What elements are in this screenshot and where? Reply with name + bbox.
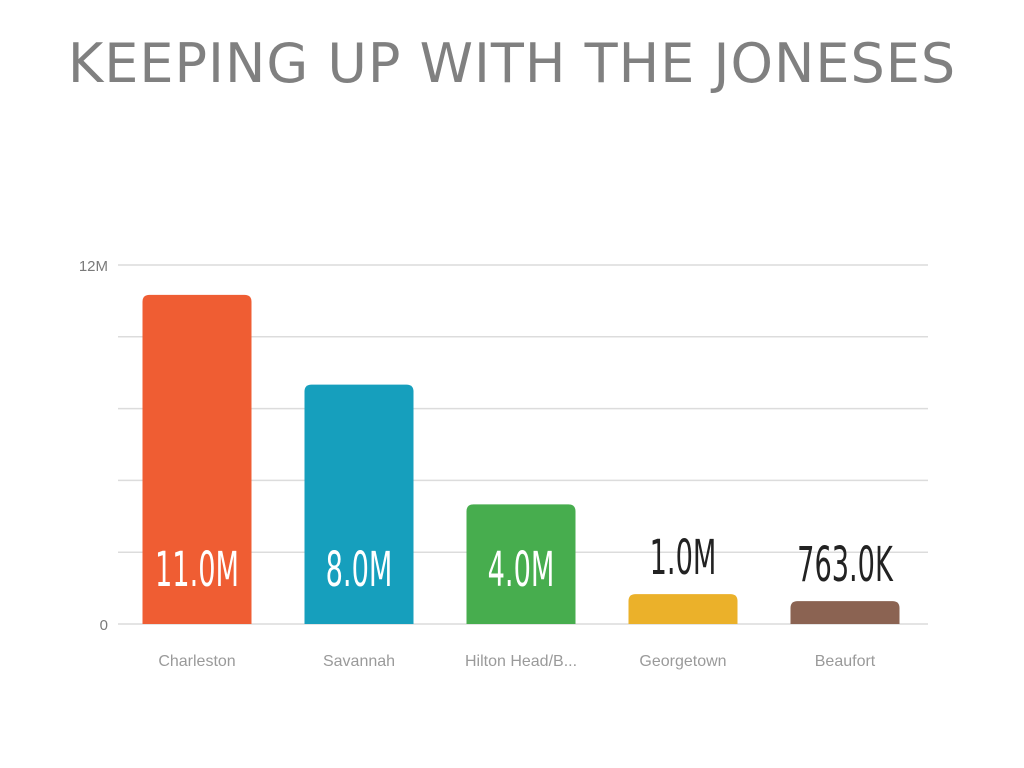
value-label: 4.0M	[488, 542, 555, 598]
category-label: Georgetown	[639, 653, 726, 670]
category-label: Hilton Head/B...	[465, 653, 577, 670]
category-label: Beaufort	[815, 653, 876, 670]
page-title: KEEPING UP WITH THE JONESES	[67, 32, 957, 95]
bar	[628, 594, 738, 624]
category-label: Savannah	[323, 653, 395, 670]
y-tick-label: 0	[100, 617, 108, 634]
value-label: 1.0M	[650, 530, 717, 586]
value-label: 763.0K	[797, 537, 894, 593]
category-label: Charleston	[158, 653, 235, 670]
bar	[304, 384, 414, 624]
bar	[790, 601, 900, 624]
y-tick-label: 12M	[79, 258, 108, 275]
value-label: 8.0M	[326, 542, 393, 598]
bar	[142, 294, 252, 624]
value-label: 11.0M	[155, 542, 239, 598]
bar	[466, 504, 576, 624]
